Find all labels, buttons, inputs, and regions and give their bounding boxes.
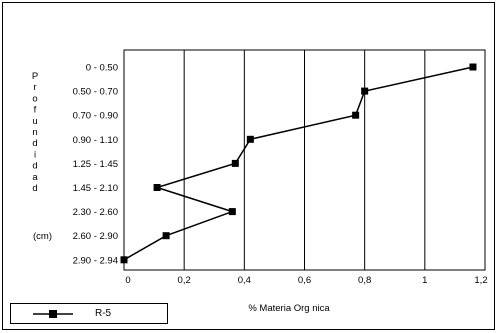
y-tick-label: 2.90 - 2.94: [73, 255, 118, 266]
data-point: [352, 111, 360, 119]
x-tick-label: 0,4: [238, 275, 251, 286]
data-point: [361, 87, 369, 95]
x-tick-label: 0: [125, 275, 130, 286]
data-point: [246, 135, 254, 143]
x-tick-label: 0,8: [358, 275, 371, 286]
y-axis-title-letter: i: [34, 149, 36, 160]
y-tick-label: 0.90 - 1.10: [73, 135, 118, 146]
y-axis-title-letter: f: [34, 105, 37, 116]
x-tick-label: 1,2: [474, 275, 487, 286]
y-tick-label: 0 - 0.50: [86, 63, 118, 74]
y-axis-title-letter: d: [32, 183, 37, 194]
series-line: [123, 66, 474, 261]
y-tick-label: 0.50 - 0.70: [73, 87, 118, 98]
y-tick-label: 0.70 - 0.90: [73, 111, 118, 122]
data-point: [120, 256, 128, 264]
y-tick-labels: 0 - 0.50 0.50 - 0.70 0.70 - 0.90 0.90 - 1.1…: [73, 63, 118, 267]
x-tick-label: 0,6: [298, 275, 311, 286]
gridlines: [183, 50, 426, 270]
legend-swatch-r5: [33, 310, 73, 318]
y-tick-label: 1.45 - 2.10: [73, 183, 118, 194]
legend: R-5: [10, 303, 168, 324]
data-point: [228, 208, 236, 216]
chart-frame: [2, 2, 495, 330]
data-point: [469, 63, 477, 71]
legend-label-r5: R-5: [95, 308, 112, 319]
x-tick-label: 0,2: [178, 275, 191, 286]
y-axis-title-letter: r: [33, 82, 36, 93]
y-axis-title-letter: d: [32, 161, 37, 172]
y-axis-title-letter: d: [32, 138, 37, 149]
data-point: [162, 232, 170, 240]
data-point: [231, 159, 239, 167]
y-tick-label: 2.30 - 2.60: [73, 207, 118, 218]
x-axis-title: % Materia Org nica: [248, 303, 330, 314]
y-tick-label: 2.60 - 2.90: [73, 231, 118, 242]
x-tick-labels: 0 0,2 0,4 0,6 0,8 1 1,2: [125, 275, 487, 286]
y-axis-title-letter: o: [32, 93, 37, 104]
y-tick-label: 1.25 - 1.45: [73, 159, 118, 170]
y-axis-title-letter: a: [32, 172, 38, 183]
y-axis-title-letter: u: [32, 116, 37, 127]
data-point: [153, 184, 161, 191]
x-tick-label: 1: [422, 275, 427, 286]
y-axis-title-letter: P: [32, 71, 38, 82]
y-axis-title-letter: n: [32, 127, 37, 138]
series-r5: [120, 63, 477, 264]
y-axis-unit: (cm): [33, 231, 52, 242]
